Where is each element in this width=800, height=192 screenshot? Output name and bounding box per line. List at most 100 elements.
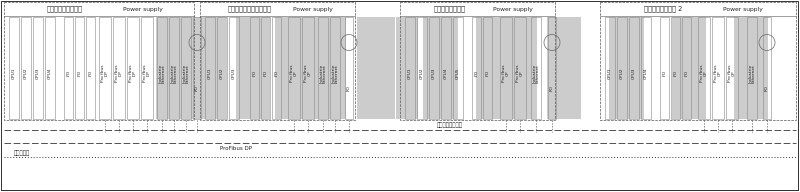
Text: CPU1: CPU1 bbox=[208, 67, 212, 79]
Bar bbox=[45, 17, 55, 119]
Bar bbox=[400, 2, 555, 120]
Bar bbox=[229, 17, 239, 119]
Bar bbox=[436, 17, 458, 119]
Text: FO: FO bbox=[765, 85, 769, 91]
Text: Industrie
Ethernet: Industrie Ethernet bbox=[158, 63, 166, 83]
Text: I/O: I/O bbox=[78, 70, 82, 76]
Text: Power supply: Power supply bbox=[123, 7, 162, 12]
Bar bbox=[405, 17, 415, 119]
Bar bbox=[441, 17, 451, 119]
Text: Pro fbus
CP: Pro fbus CP bbox=[290, 64, 298, 82]
Bar bbox=[698, 17, 710, 119]
Text: Industrie
Ethernet: Industrie Ethernet bbox=[319, 63, 327, 83]
Bar bbox=[113, 17, 125, 119]
Bar bbox=[288, 17, 300, 119]
Text: ProFibus DP: ProFibus DP bbox=[220, 146, 252, 151]
Bar bbox=[475, 17, 498, 119]
Text: I/O: I/O bbox=[685, 70, 689, 76]
Bar bbox=[275, 17, 286, 119]
Bar bbox=[127, 17, 139, 119]
Bar bbox=[295, 17, 306, 119]
Bar bbox=[453, 17, 463, 119]
Text: Pro fbus
DP: Pro fbus DP bbox=[143, 64, 151, 82]
Text: Pro fbus
CP: Pro fbus CP bbox=[502, 64, 510, 82]
Text: FO: FO bbox=[347, 85, 351, 91]
Bar bbox=[157, 17, 167, 119]
Text: Pro fbus
DP: Pro fbus DP bbox=[115, 64, 123, 82]
Bar bbox=[261, 17, 270, 119]
Text: CPU2: CPU2 bbox=[24, 67, 28, 79]
Text: CPU1: CPU1 bbox=[12, 67, 16, 79]
Bar bbox=[141, 17, 153, 119]
Bar bbox=[235, 17, 246, 119]
Text: CPU3: CPU3 bbox=[632, 67, 636, 79]
Text: I/O: I/O bbox=[263, 70, 267, 76]
Text: Industrie
Ethernet: Industrie Ethernet bbox=[331, 63, 339, 83]
Bar bbox=[174, 17, 208, 119]
Bar bbox=[205, 17, 215, 119]
Bar bbox=[99, 17, 111, 119]
Bar bbox=[298, 17, 333, 119]
Bar bbox=[255, 17, 266, 119]
Bar bbox=[682, 17, 691, 119]
Bar bbox=[198, 17, 219, 119]
Bar bbox=[629, 17, 639, 119]
Bar bbox=[181, 17, 191, 119]
Text: CPU4: CPU4 bbox=[644, 67, 648, 79]
Bar bbox=[357, 17, 378, 119]
Text: FO: FO bbox=[550, 85, 554, 91]
Text: I/O: I/O bbox=[662, 70, 666, 76]
Bar bbox=[500, 17, 512, 119]
Text: Pro fbus
DP: Pro fbus DP bbox=[101, 64, 109, 82]
Text: 工业以太网: 工业以太网 bbox=[14, 150, 30, 156]
Text: Power supply: Power supply bbox=[494, 7, 533, 12]
Text: I/O: I/O bbox=[253, 70, 257, 76]
Bar bbox=[396, 17, 418, 119]
Bar bbox=[200, 2, 355, 120]
Bar bbox=[217, 17, 227, 119]
Text: I/O: I/O bbox=[486, 70, 490, 76]
Bar bbox=[272, 17, 281, 119]
Bar bbox=[75, 17, 84, 119]
Text: I/O: I/O bbox=[674, 70, 678, 76]
Bar bbox=[472, 17, 481, 119]
Bar bbox=[21, 17, 31, 119]
Bar bbox=[660, 17, 669, 119]
Text: CPU5: CPU5 bbox=[456, 67, 460, 79]
Bar bbox=[641, 17, 651, 119]
Text: Industrie
Ethernet: Industrie Ethernet bbox=[170, 63, 178, 83]
Text: I/O: I/O bbox=[474, 70, 478, 76]
Text: Industrie
Ethernet: Industrie Ethernet bbox=[532, 63, 540, 83]
Bar bbox=[156, 17, 167, 119]
Bar bbox=[422, 17, 457, 119]
Text: I/O: I/O bbox=[274, 70, 278, 76]
Bar bbox=[277, 17, 299, 119]
Bar bbox=[335, 17, 346, 119]
Text: CPU4: CPU4 bbox=[444, 67, 448, 79]
Text: CPU2: CPU2 bbox=[220, 67, 224, 79]
Bar bbox=[4, 2, 194, 120]
Bar bbox=[361, 17, 395, 119]
Bar bbox=[158, 17, 180, 119]
Bar bbox=[9, 17, 19, 119]
Bar bbox=[763, 17, 771, 119]
Text: Pro fbus
DP: Pro fbus DP bbox=[129, 64, 137, 82]
Bar bbox=[747, 17, 757, 119]
Text: CPU3: CPU3 bbox=[232, 67, 236, 79]
Text: Pro fbus
CP: Pro fbus CP bbox=[516, 64, 524, 82]
Text: CPU1: CPU1 bbox=[408, 67, 412, 79]
Text: Pro fbus
CP: Pro fbus CP bbox=[700, 64, 708, 82]
Text: Pro fbus
CP: Pro fbus CP bbox=[728, 64, 736, 82]
Text: CPU3: CPU3 bbox=[432, 67, 436, 79]
Bar bbox=[250, 17, 259, 119]
Bar bbox=[671, 17, 680, 119]
Bar bbox=[345, 17, 353, 119]
Bar bbox=[169, 17, 179, 119]
Bar bbox=[330, 17, 340, 119]
Bar bbox=[86, 17, 95, 119]
Bar bbox=[531, 17, 541, 119]
Bar bbox=[548, 17, 556, 119]
Text: Power supply: Power supply bbox=[294, 7, 333, 12]
Text: FO: FO bbox=[195, 85, 199, 91]
Text: 机床控制均控架架: 机床控制均控架架 bbox=[434, 6, 466, 12]
